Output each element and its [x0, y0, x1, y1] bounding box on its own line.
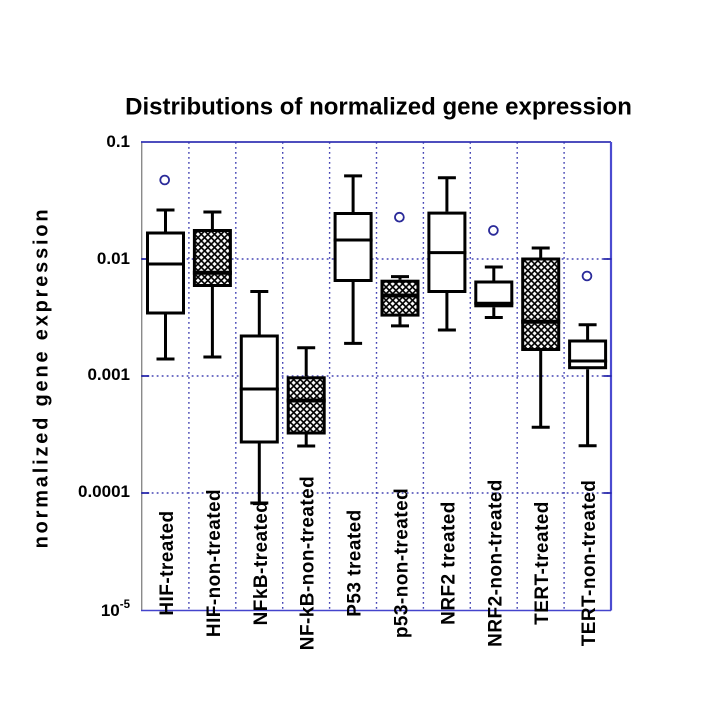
svg-text:TERT-treated: TERT-treated [532, 501, 553, 625]
svg-text:0.1: 0.1 [106, 132, 130, 151]
svg-text:NFkB-treated: NFkB-treated [251, 501, 272, 626]
svg-text:HIF-treated: HIF-treated [157, 510, 178, 615]
svg-text:NF-kB-non-treated: NF-kB-non-treated [298, 476, 319, 650]
svg-text:TERT-non-treated: TERT-non-treated [579, 480, 600, 647]
svg-text:NRF2-non-treated: NRF2-non-treated [485, 479, 506, 647]
svg-text:Distributions of normalized ge: Distributions of normalized gene express… [125, 94, 632, 121]
svg-text:p53-non-treated: p53-non-treated [392, 488, 413, 638]
svg-text:P53 treated: P53 treated [345, 509, 366, 616]
svg-text:normalized gene expression: normalized gene expression [31, 207, 53, 549]
svg-text:0.001: 0.001 [87, 365, 130, 384]
svg-text:HIF-non-treated: HIF-non-treated [204, 489, 225, 637]
svg-text:NRF2 treated: NRF2 treated [438, 501, 459, 625]
svg-text:0.01: 0.01 [97, 249, 130, 268]
svg-text:0.0001: 0.0001 [78, 482, 130, 501]
